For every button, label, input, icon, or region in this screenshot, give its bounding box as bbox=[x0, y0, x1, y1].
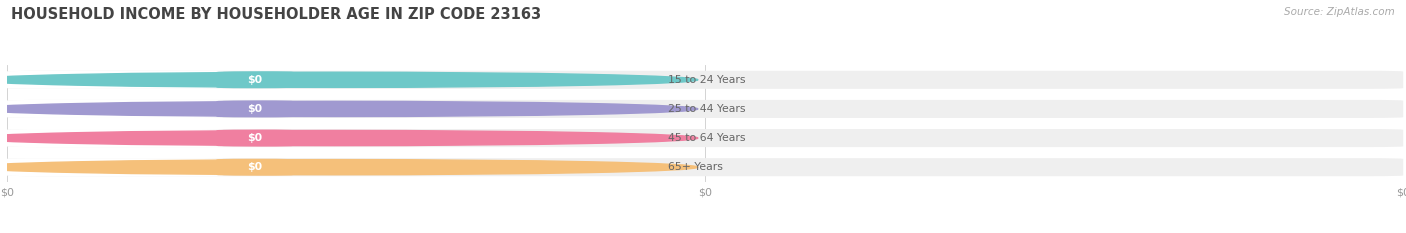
FancyBboxPatch shape bbox=[7, 129, 1403, 147]
FancyBboxPatch shape bbox=[217, 100, 294, 117]
Text: 45 to 64 Years: 45 to 64 Years bbox=[668, 133, 747, 143]
FancyBboxPatch shape bbox=[217, 130, 294, 147]
Circle shape bbox=[0, 72, 697, 87]
FancyBboxPatch shape bbox=[7, 100, 1403, 118]
Text: Source: ZipAtlas.com: Source: ZipAtlas.com bbox=[1284, 7, 1395, 17]
Circle shape bbox=[0, 160, 697, 175]
FancyBboxPatch shape bbox=[7, 71, 224, 89]
Text: $0: $0 bbox=[247, 75, 263, 85]
FancyBboxPatch shape bbox=[7, 100, 224, 118]
Text: 65+ Years: 65+ Years bbox=[668, 162, 723, 172]
Circle shape bbox=[0, 130, 697, 146]
Text: $0: $0 bbox=[247, 133, 263, 143]
Text: 25 to 44 Years: 25 to 44 Years bbox=[668, 104, 747, 114]
FancyBboxPatch shape bbox=[7, 129, 224, 147]
FancyBboxPatch shape bbox=[217, 159, 294, 176]
Text: $0: $0 bbox=[247, 104, 263, 114]
FancyBboxPatch shape bbox=[7, 71, 1403, 89]
FancyBboxPatch shape bbox=[7, 158, 224, 176]
Text: HOUSEHOLD INCOME BY HOUSEHOLDER AGE IN ZIP CODE 23163: HOUSEHOLD INCOME BY HOUSEHOLDER AGE IN Z… bbox=[11, 7, 541, 22]
FancyBboxPatch shape bbox=[217, 71, 294, 88]
Circle shape bbox=[0, 101, 697, 116]
FancyBboxPatch shape bbox=[7, 158, 1403, 176]
Text: 15 to 24 Years: 15 to 24 Years bbox=[668, 75, 747, 85]
Text: $0: $0 bbox=[247, 162, 263, 172]
